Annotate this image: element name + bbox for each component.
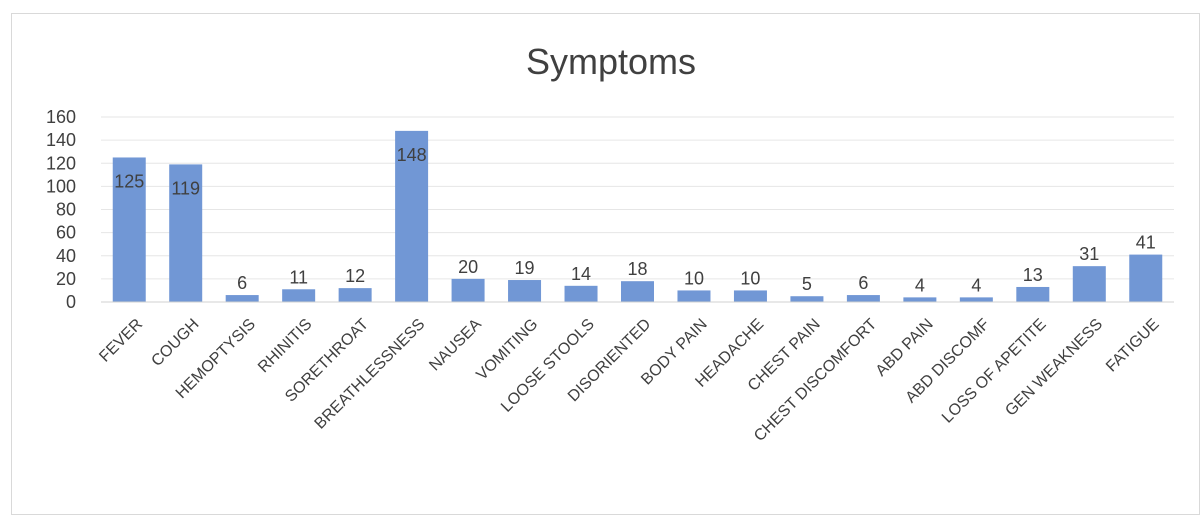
y-tick-label: 40 — [56, 246, 76, 266]
data-label: 10 — [740, 268, 760, 288]
bar — [225, 295, 259, 302]
x-category-label: COUGH — [148, 316, 202, 370]
y-tick-label: 120 — [46, 153, 76, 173]
y-tick-label: 20 — [56, 269, 76, 289]
data-label: 6 — [237, 273, 247, 293]
x-category-label: LOSS OF APETITE — [939, 316, 1050, 427]
x-category-label: NAUSEA — [426, 316, 485, 375]
bar — [451, 278, 485, 302]
data-label: 11 — [289, 267, 308, 287]
bar — [790, 296, 824, 302]
bar — [1129, 254, 1163, 302]
bar — [564, 285, 598, 302]
y-tick-label: 160 — [46, 107, 76, 127]
x-category-label: BREATHLESSNESS — [312, 316, 429, 433]
chart-title: Symptoms — [526, 41, 696, 82]
y-tick-label: 60 — [56, 223, 76, 243]
bar — [169, 164, 203, 302]
bar — [846, 295, 880, 302]
data-label: 41 — [1136, 233, 1156, 253]
bar — [338, 288, 372, 302]
data-label: 125 — [114, 171, 144, 191]
bar — [959, 297, 993, 302]
bar — [112, 157, 146, 302]
x-category-label: LOOSE STOOLS — [498, 316, 598, 416]
y-tick-label: 140 — [46, 130, 76, 150]
data-label: 12 — [345, 266, 365, 286]
data-label: 6 — [858, 273, 868, 293]
data-label: 119 — [171, 178, 200, 198]
bar — [1016, 286, 1050, 302]
bar — [508, 280, 542, 302]
y-tick-label: 0 — [66, 292, 76, 312]
data-label: 31 — [1079, 244, 1099, 264]
bar — [677, 290, 711, 302]
x-category-label: FEVER — [96, 316, 146, 366]
data-label: 19 — [515, 258, 535, 278]
data-label: 4 — [915, 275, 925, 295]
data-label: 20 — [458, 257, 478, 277]
chart-frame — [11, 13, 1200, 515]
y-tick-label: 80 — [56, 200, 76, 220]
data-label: 14 — [571, 264, 591, 284]
y-tick-label: 100 — [46, 176, 76, 196]
bar — [903, 297, 937, 302]
x-category-label: RHINITIS — [255, 316, 315, 376]
data-label: 5 — [802, 274, 812, 294]
bar — [395, 130, 429, 302]
data-label: 148 — [397, 145, 427, 165]
bar — [621, 281, 654, 302]
bar — [1072, 266, 1106, 302]
x-category-label: GEN WEAKNESS — [1002, 316, 1106, 420]
data-label: 4 — [971, 275, 981, 295]
x-category-label: FATIGUE — [1103, 316, 1163, 376]
data-label: 10 — [684, 268, 704, 288]
bar — [282, 289, 316, 302]
data-label: 18 — [627, 259, 647, 279]
bar — [733, 290, 767, 302]
data-label: 13 — [1023, 265, 1043, 285]
